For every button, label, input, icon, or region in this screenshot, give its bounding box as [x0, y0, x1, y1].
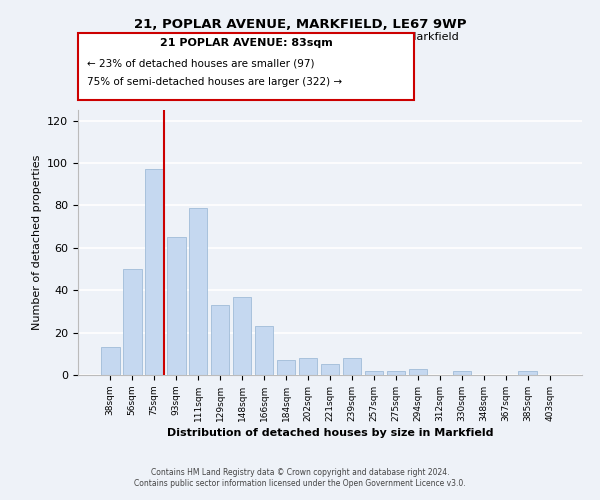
Text: Contains HM Land Registry data © Crown copyright and database right 2024.
Contai: Contains HM Land Registry data © Crown c…	[134, 468, 466, 487]
Bar	[452, 371, 471, 375]
Bar	[101, 348, 119, 375]
Bar	[189, 208, 208, 375]
Bar	[518, 371, 537, 375]
Bar	[167, 237, 185, 375]
Text: 21 POPLAR AVENUE: 83sqm: 21 POPLAR AVENUE: 83sqm	[160, 38, 332, 48]
Text: ← 23% of detached houses are smaller (97): ← 23% of detached houses are smaller (97…	[87, 58, 314, 68]
Bar	[409, 368, 427, 375]
Bar	[211, 305, 229, 375]
Text: 75% of semi-detached houses are larger (322) →: 75% of semi-detached houses are larger (…	[87, 78, 342, 88]
Bar	[320, 364, 340, 375]
Bar	[233, 296, 251, 375]
Bar	[343, 358, 361, 375]
Text: Size of property relative to detached houses in Markfield: Size of property relative to detached ho…	[142, 32, 458, 42]
Y-axis label: Number of detached properties: Number of detached properties	[32, 155, 41, 330]
Bar	[255, 326, 274, 375]
Bar	[386, 371, 405, 375]
X-axis label: Distribution of detached houses by size in Markfield: Distribution of detached houses by size …	[167, 428, 493, 438]
Bar	[277, 360, 295, 375]
Bar	[145, 170, 164, 375]
Bar	[123, 269, 142, 375]
Bar	[299, 358, 317, 375]
Bar	[365, 371, 383, 375]
Text: 21, POPLAR AVENUE, MARKFIELD, LE67 9WP: 21, POPLAR AVENUE, MARKFIELD, LE67 9WP	[134, 18, 466, 30]
